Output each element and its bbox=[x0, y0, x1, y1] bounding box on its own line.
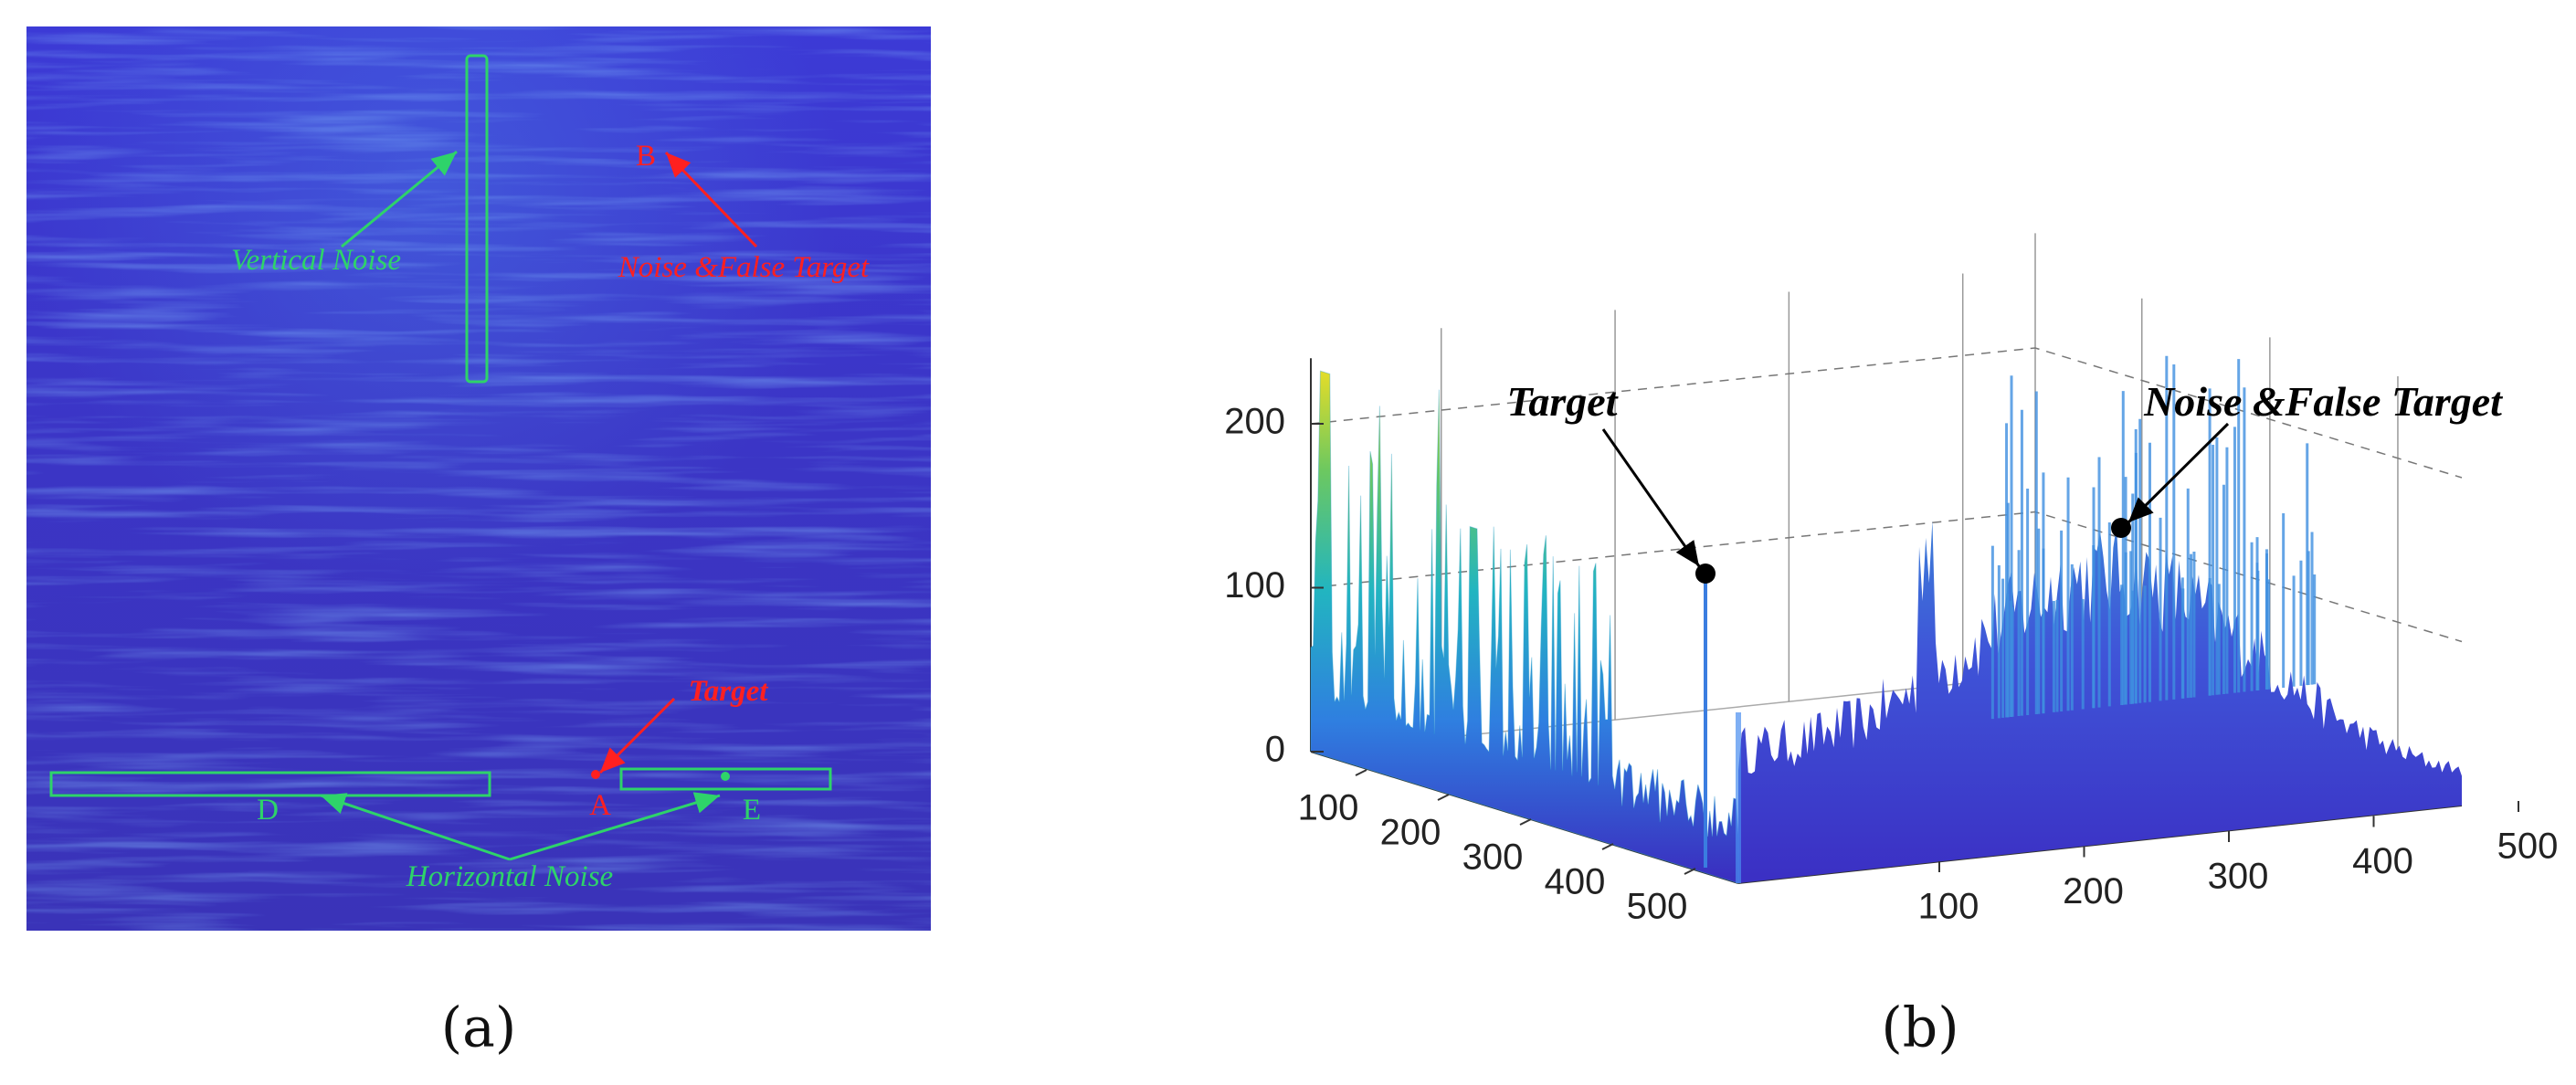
y-tick bbox=[1355, 769, 1367, 776]
noise-dot bbox=[2111, 518, 2131, 538]
z-tick-label: 100 bbox=[1224, 565, 1285, 606]
point-a bbox=[591, 770, 600, 779]
x-tick-label: 100 bbox=[1918, 887, 1980, 927]
panel-a: Vertical Noise B Noise &False Target Tar… bbox=[26, 26, 931, 1060]
y-tick-label: 100 bbox=[1298, 788, 1359, 828]
annotations: Target Noise &False Target bbox=[1507, 378, 2503, 584]
label: D bbox=[257, 794, 279, 827]
point-e bbox=[721, 772, 730, 781]
image-texture bbox=[26, 26, 931, 931]
y-tick bbox=[1437, 794, 1450, 801]
y-tick bbox=[1601, 843, 1614, 850]
annotation: Noise &False Target bbox=[2143, 378, 2503, 425]
label: Target bbox=[689, 675, 769, 708]
label: A bbox=[589, 789, 611, 822]
arrow bbox=[2127, 422, 2230, 524]
annotation: Target bbox=[1507, 378, 1619, 425]
vertical-box bbox=[465, 54, 489, 384]
arrow bbox=[598, 697, 676, 774]
x-tick-label: 200 bbox=[2063, 871, 2124, 911]
horizontal-box bbox=[49, 771, 491, 797]
arrows bbox=[320, 150, 758, 861]
y-tick bbox=[1684, 868, 1696, 875]
x-tick-label: 400 bbox=[2352, 841, 2413, 881]
arrow bbox=[320, 793, 511, 861]
horizontal-box bbox=[619, 767, 832, 791]
surface-front bbox=[1310, 370, 1739, 884]
z-tick-label: 0 bbox=[1265, 730, 1285, 770]
arrow bbox=[509, 792, 721, 861]
label: E bbox=[743, 794, 761, 827]
arrow bbox=[664, 151, 758, 248]
label: B bbox=[636, 140, 656, 173]
boxes bbox=[49, 54, 832, 797]
labels: Vertical Noise B Noise &False Target Tar… bbox=[231, 140, 870, 893]
y-tick-label: 200 bbox=[1380, 813, 1441, 853]
y-tick-label: 500 bbox=[1627, 887, 1688, 927]
ticks: 0 100 200 100 200 300 400 500 100 200 300 400 500 bbox=[1224, 402, 2558, 927]
label: Noise &False Target bbox=[618, 251, 870, 284]
y-tick-label: 300 bbox=[1462, 837, 1524, 878]
label: Vertical Noise bbox=[231, 244, 401, 277]
target-dot bbox=[1695, 564, 1716, 584]
grid-line bbox=[1310, 511, 2463, 643]
x-tick-label: 300 bbox=[2208, 857, 2269, 897]
x-tick-label: 500 bbox=[2497, 827, 2559, 867]
panel-b: 0 100 200 100 200 300 400 500 100 200 300 400 500 Ta… bbox=[1224, 233, 2558, 1060]
arrow bbox=[1601, 428, 1701, 567]
y-tick bbox=[1519, 818, 1532, 826]
z-tick-label: 200 bbox=[1224, 402, 1285, 442]
caption: (a) bbox=[441, 996, 517, 1060]
label: Horizontal Noise bbox=[406, 860, 613, 893]
grid-line bbox=[1310, 347, 2463, 479]
surface bbox=[1310, 355, 2462, 884]
caption: (b) bbox=[1881, 996, 1958, 1060]
y-tick-label: 400 bbox=[1545, 862, 1606, 902]
arrow bbox=[341, 150, 458, 248]
